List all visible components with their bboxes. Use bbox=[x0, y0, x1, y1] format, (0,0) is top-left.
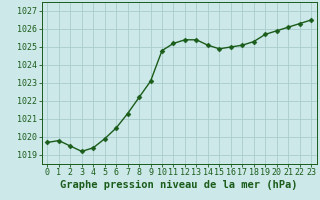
X-axis label: Graphe pression niveau de la mer (hPa): Graphe pression niveau de la mer (hPa) bbox=[60, 180, 298, 190]
